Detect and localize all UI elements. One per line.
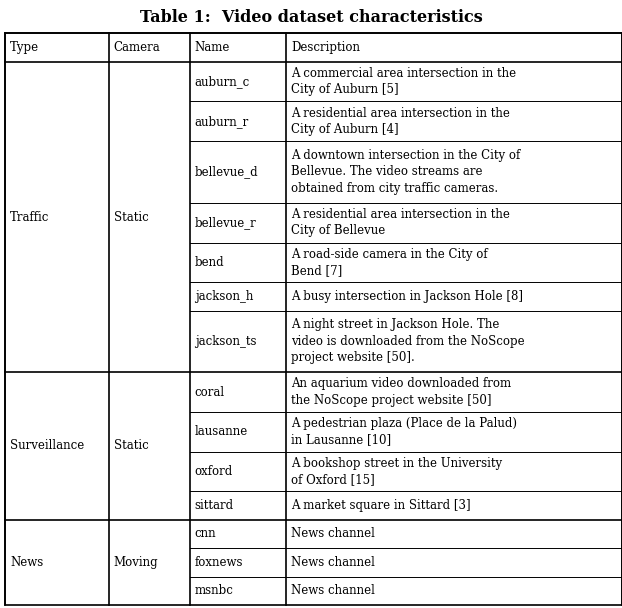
Text: News channel: News channel bbox=[291, 584, 375, 597]
Text: Camera: Camera bbox=[114, 41, 160, 54]
Text: A market square in Sittard [3]: A market square in Sittard [3] bbox=[291, 499, 471, 512]
Text: Moving: Moving bbox=[114, 556, 159, 568]
Text: A busy intersection in Jackson Hole [8]: A busy intersection in Jackson Hole [8] bbox=[291, 290, 523, 303]
Text: A night street in Jackson Hole. The
video is downloaded from the NoScope
project: A night street in Jackson Hole. The vide… bbox=[291, 319, 525, 364]
Text: sittard: sittard bbox=[195, 499, 234, 512]
Text: bend: bend bbox=[195, 256, 225, 269]
Text: jackson_h: jackson_h bbox=[195, 290, 253, 303]
Text: oxford: oxford bbox=[195, 465, 233, 478]
Text: A bookshop street in the University
of Oxford [15]: A bookshop street in the University of O… bbox=[291, 457, 502, 486]
Text: An aquarium video downloaded from
the NoScope project website [50]: An aquarium video downloaded from the No… bbox=[291, 378, 511, 407]
Text: A downtown intersection in the City of
Bellevue. The video streams are
obtained : A downtown intersection in the City of B… bbox=[291, 149, 521, 195]
Text: foxnews: foxnews bbox=[195, 556, 243, 568]
Text: jackson_ts: jackson_ts bbox=[195, 335, 256, 348]
Text: cnn: cnn bbox=[195, 527, 216, 541]
Text: Description: Description bbox=[291, 41, 360, 54]
Text: lausanne: lausanne bbox=[195, 425, 248, 438]
Text: A commercial area intersection in the
City of Auburn [5]: A commercial area intersection in the Ci… bbox=[291, 67, 516, 97]
Text: Table 1:  Video dataset characteristics: Table 1: Video dataset characteristics bbox=[139, 9, 483, 26]
Text: bellevue_r: bellevue_r bbox=[195, 216, 256, 229]
Text: A residential area intersection in the
City of Bellevue: A residential area intersection in the C… bbox=[291, 208, 510, 238]
Text: Name: Name bbox=[195, 41, 230, 54]
Text: A pedestrian plaza (Place de la Palud)
in Lausanne [10]: A pedestrian plaza (Place de la Palud) i… bbox=[291, 417, 517, 446]
Text: Static: Static bbox=[114, 440, 149, 452]
Text: Static: Static bbox=[114, 210, 149, 224]
Text: Traffic: Traffic bbox=[10, 210, 49, 224]
Text: News: News bbox=[10, 556, 43, 568]
Text: coral: coral bbox=[195, 385, 225, 399]
Text: Type: Type bbox=[10, 41, 39, 54]
Text: auburn_c: auburn_c bbox=[195, 75, 250, 88]
Text: bellevue_d: bellevue_d bbox=[195, 165, 258, 179]
Text: msnbc: msnbc bbox=[195, 584, 234, 597]
Text: News channel: News channel bbox=[291, 556, 375, 568]
Text: A residential area intersection in the
City of Auburn [4]: A residential area intersection in the C… bbox=[291, 106, 510, 136]
Text: auburn_r: auburn_r bbox=[195, 115, 249, 128]
Text: News channel: News channel bbox=[291, 527, 375, 541]
Text: Surveillance: Surveillance bbox=[10, 440, 84, 452]
Text: A road-side camera in the City of
Bend [7]: A road-side camera in the City of Bend [… bbox=[291, 247, 488, 277]
